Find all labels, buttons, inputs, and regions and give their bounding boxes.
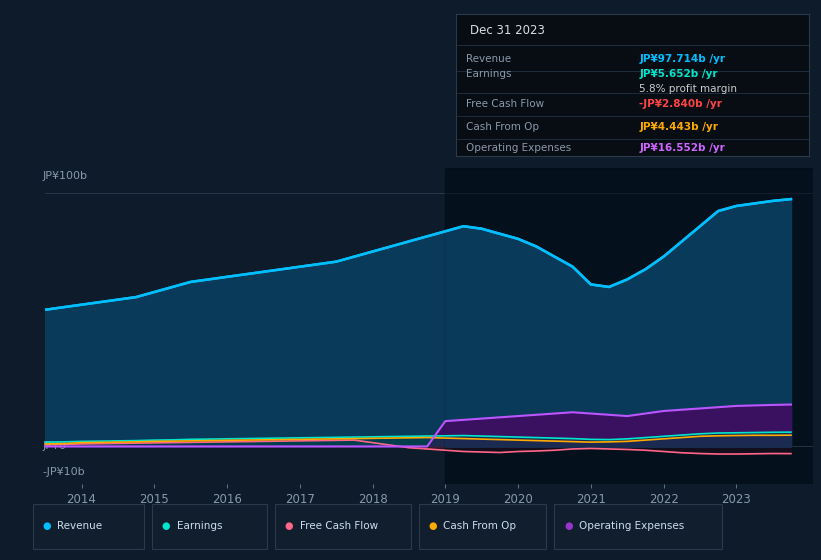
Text: -JP¥10b: -JP¥10b	[43, 466, 85, 477]
Text: JP¥97.714b /yr: JP¥97.714b /yr	[640, 54, 725, 64]
Text: Revenue: Revenue	[57, 521, 103, 531]
Text: Revenue: Revenue	[466, 54, 511, 64]
Text: JP¥5.652b /yr: JP¥5.652b /yr	[640, 68, 718, 78]
Text: JP¥4.443b /yr: JP¥4.443b /yr	[640, 122, 718, 132]
Text: Free Cash Flow: Free Cash Flow	[466, 99, 544, 109]
Text: ●: ●	[162, 521, 170, 531]
Bar	[445, 168, 821, 484]
Text: Earnings: Earnings	[466, 68, 511, 78]
Text: ●: ●	[564, 521, 572, 531]
Text: Operating Expenses: Operating Expenses	[579, 521, 684, 531]
Text: ●: ●	[285, 521, 293, 531]
Text: JP¥100b: JP¥100b	[43, 171, 88, 181]
Text: Dec 31 2023: Dec 31 2023	[470, 24, 544, 37]
Text: ●: ●	[43, 521, 51, 531]
Text: Free Cash Flow: Free Cash Flow	[300, 521, 378, 531]
Text: Cash From Op: Cash From Op	[466, 122, 539, 132]
Text: JP¥16.552b /yr: JP¥16.552b /yr	[640, 143, 725, 153]
Text: -JP¥2.840b /yr: -JP¥2.840b /yr	[640, 99, 722, 109]
Text: 5.8% profit margin: 5.8% profit margin	[640, 84, 737, 94]
Text: ●: ●	[429, 521, 437, 531]
Text: JP¥0: JP¥0	[43, 441, 67, 451]
Text: Earnings: Earnings	[177, 521, 222, 531]
Text: Cash From Op: Cash From Op	[443, 521, 516, 531]
Text: Operating Expenses: Operating Expenses	[466, 143, 571, 153]
